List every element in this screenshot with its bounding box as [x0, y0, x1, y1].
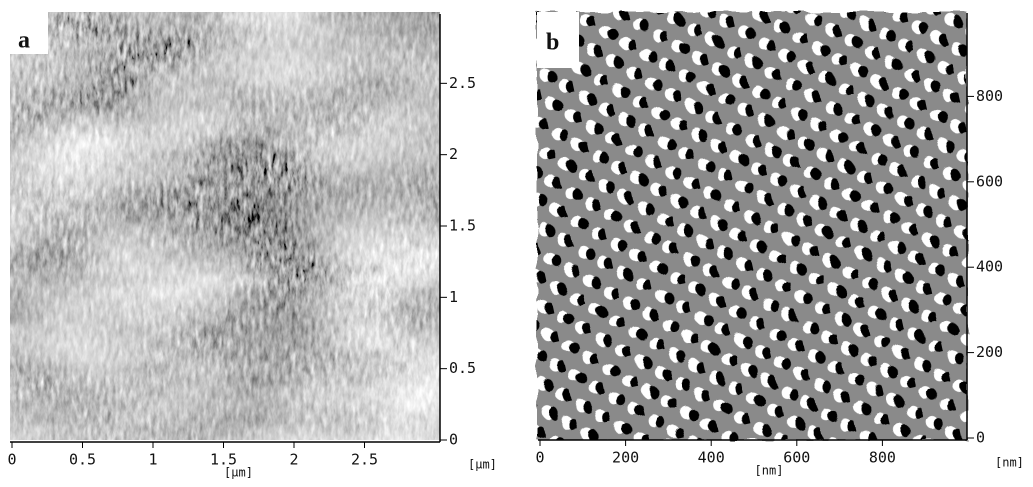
y-tick-label: 2.5: [449, 74, 476, 92]
y-tick-label: 1.5: [449, 217, 476, 235]
y-tick-label: 600: [976, 172, 1003, 190]
x-tick-label: 200: [612, 449, 639, 467]
page: {"panels": [ {"label": "a", "x_axis": {"…: [0, 0, 1033, 487]
x-tick-label: 800: [869, 449, 896, 467]
x-tick-label: 0.5: [69, 451, 96, 469]
x-tick-label: 400: [698, 449, 725, 467]
axis-unit: [μm]: [468, 458, 497, 472]
y-tick-label: 200: [976, 343, 1003, 361]
axis-unit: [nm]: [995, 456, 1024, 470]
x-tick-label: 1: [148, 451, 157, 469]
afm-image: [537, 12, 967, 440]
panel-label: a: [18, 28, 30, 54]
x-tick-label: 600: [783, 449, 810, 467]
x-tick-label: 2.5: [351, 451, 378, 469]
panel-label: b: [546, 30, 559, 56]
y-tick-label: 0: [449, 431, 458, 449]
y-tick-label: 0: [976, 429, 985, 447]
y-tick-label: 1: [449, 288, 458, 306]
y-tick-label: 0.5: [449, 359, 476, 377]
x-tick-label: 0: [535, 449, 544, 467]
x-tick-label: 0: [7, 451, 16, 469]
axis-unit: [μm]: [224, 466, 253, 480]
figure: a b 00.511.522.500.511.522.5[μm][μm]0200…: [0, 0, 1033, 483]
x-tick-label: 2: [289, 451, 298, 469]
y-tick-label: 800: [976, 87, 1003, 105]
y-tick-label: 400: [976, 258, 1003, 276]
y-tick-label: 2: [449, 145, 458, 163]
axis-unit: [nm]: [755, 464, 784, 478]
afm-image: [10, 12, 440, 440]
